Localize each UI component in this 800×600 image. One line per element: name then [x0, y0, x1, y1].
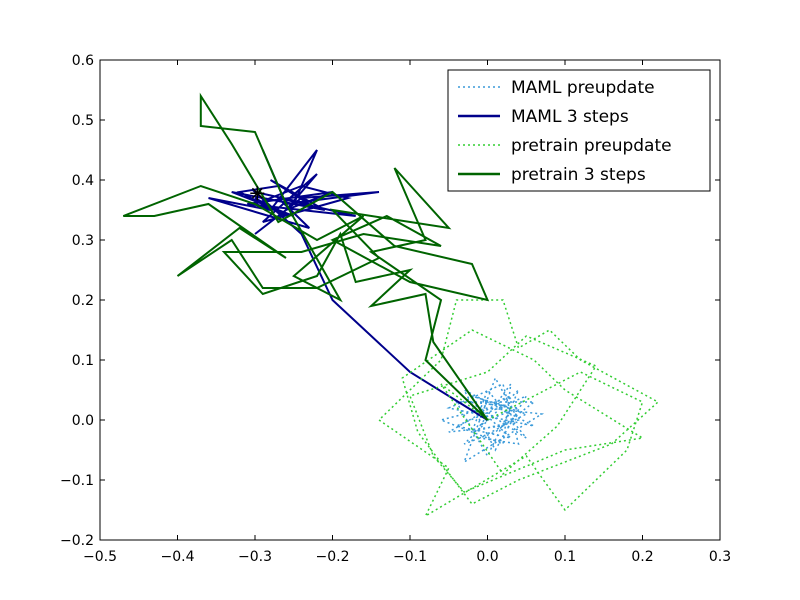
x-tick-label: −0.3 [238, 549, 272, 565]
x-tick-label: −0.4 [161, 549, 195, 565]
y-tick-label: −0.1 [60, 473, 94, 489]
y-tick-label: 0.2 [72, 293, 94, 309]
x-tick-label: 0.1 [554, 549, 576, 565]
marker-layer [250, 186, 265, 201]
x-tick-label: 0.2 [631, 549, 653, 565]
y-tick-label: −0.2 [60, 533, 94, 549]
legend-label-maml-preupdate: MAML preupdate [511, 78, 655, 98]
star-marker-0 [250, 186, 265, 201]
legend-label-maml-3-steps: MAML 3 steps [511, 107, 629, 127]
legend-box [447, 69, 711, 192]
x-tick-label: −0.2 [316, 549, 350, 565]
tick-layer: −0.5 −0.4 −0.3 −0.2 −0.1 0.0 0.1 0.2 0.3 −0.2 −0.1… [60, 53, 731, 565]
x-tick-label: 0.0 [476, 549, 498, 565]
x-tick-label: −0.5 [83, 549, 117, 565]
legend-label-pretrain-3-steps: pretrain 3 steps [511, 165, 646, 185]
y-tick-label: 0.6 [72, 53, 94, 69]
y-tick-label: 0.3 [72, 233, 94, 249]
y-tick-label: 0.1 [72, 353, 94, 369]
legend: MAML preupdate MAML 3 steps pretrain preup… [447, 69, 711, 192]
plot-area [122, 92, 660, 518]
y-tick-label: 0.5 [72, 113, 94, 129]
x-tick-label: −0.1 [393, 549, 427, 565]
series-line-pretrain-3-steps [122, 92, 490, 421]
legend-label-pretrain-preupdate: pretrain preupdate [511, 136, 672, 156]
y-tick-label: 0.0 [72, 413, 94, 429]
series-line-maml-3-steps [208, 149, 489, 421]
x-tick-label: 0.3 [709, 549, 731, 565]
y-tick-label: 0.4 [72, 173, 94, 189]
